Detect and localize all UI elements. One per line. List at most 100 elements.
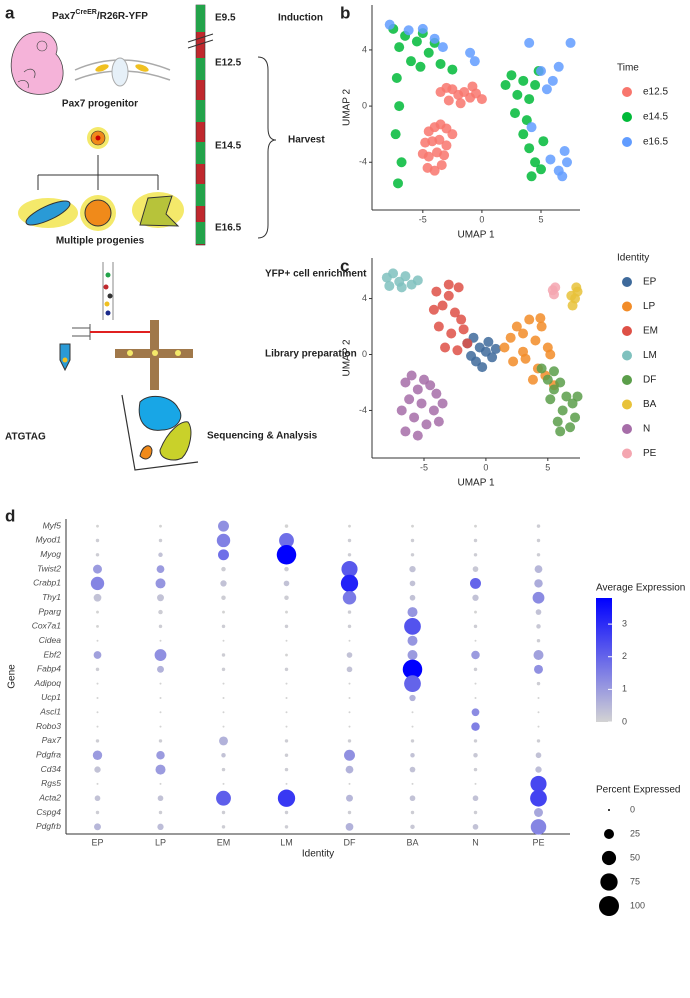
point — [446, 328, 457, 339]
dot — [530, 789, 547, 807]
dot — [285, 682, 288, 685]
point — [570, 412, 581, 423]
point — [388, 268, 399, 279]
panel-label: a — [5, 3, 15, 22]
point — [428, 304, 439, 315]
point — [467, 81, 478, 92]
y-axis-label: UMAP 2 — [342, 339, 353, 376]
point — [527, 374, 538, 385]
timeline-segment — [196, 142, 205, 164]
panel-label: b — [340, 3, 350, 22]
dot — [474, 524, 477, 528]
point — [557, 405, 568, 416]
cell — [107, 293, 113, 299]
point — [476, 94, 487, 105]
point — [400, 426, 411, 437]
dermomyotome — [95, 64, 109, 72]
dot — [285, 610, 288, 614]
point — [417, 23, 428, 34]
point — [538, 136, 549, 147]
point — [565, 37, 576, 48]
point — [465, 47, 476, 58]
dot — [158, 624, 163, 629]
point — [552, 416, 563, 427]
point — [400, 377, 411, 388]
cell — [103, 284, 109, 290]
point — [393, 178, 403, 189]
dot — [407, 635, 418, 646]
legend-key — [622, 301, 632, 312]
dot — [221, 624, 226, 629]
point — [549, 384, 559, 395]
colorbar-title: Average Expression — [596, 583, 685, 594]
dot — [407, 607, 418, 618]
point — [566, 290, 577, 301]
point — [518, 129, 529, 140]
point — [524, 94, 535, 105]
x-tick-label: 0 — [483, 462, 488, 472]
dot — [284, 767, 289, 772]
dot — [530, 775, 547, 792]
dot — [536, 538, 541, 543]
point — [559, 146, 570, 157]
legend-label: DF — [643, 375, 656, 386]
dot — [473, 667, 478, 672]
point — [396, 157, 407, 168]
point — [437, 300, 448, 311]
dot — [534, 664, 543, 674]
point — [428, 405, 439, 416]
size-label: 75 — [630, 876, 640, 886]
legend-key — [622, 87, 632, 97]
dot — [410, 753, 415, 758]
title-superscript: CreER — [75, 9, 96, 16]
dot — [347, 739, 352, 743]
dot — [470, 577, 481, 589]
point — [477, 362, 488, 373]
dot — [158, 739, 163, 743]
step-label: Library preparation — [265, 349, 357, 360]
cluster — [159, 421, 192, 461]
point — [535, 313, 546, 324]
point — [433, 416, 444, 427]
dot — [473, 538, 478, 543]
point — [530, 80, 541, 91]
dot — [473, 767, 478, 772]
dot — [474, 696, 477, 699]
point — [524, 37, 535, 48]
step-label: Sequencing & Analysis — [207, 431, 318, 442]
dot — [96, 682, 99, 685]
dot — [410, 810, 415, 815]
dot — [348, 682, 351, 685]
point — [440, 342, 451, 353]
dot — [277, 789, 296, 807]
dot — [402, 659, 423, 680]
neural-tube — [111, 57, 129, 87]
point — [400, 271, 411, 282]
point — [466, 350, 477, 361]
stage: E9.5 — [215, 13, 236, 24]
colorbar-label: 1 — [622, 684, 627, 694]
dot — [345, 822, 354, 831]
cell — [105, 272, 111, 278]
colorbar — [596, 598, 612, 722]
x-tick-label: PE — [532, 837, 544, 847]
dot — [93, 593, 102, 602]
embryo — [10, 31, 64, 95]
x-tick-label: EP — [91, 837, 103, 847]
dot — [472, 824, 479, 830]
progeny — [139, 195, 180, 227]
dot — [347, 538, 352, 543]
gene-label: Twist2 — [37, 563, 61, 573]
point — [384, 19, 395, 30]
dot — [346, 652, 353, 658]
dot — [536, 624, 541, 629]
stage: E16.5 — [215, 223, 242, 234]
y-tick-label: -4 — [359, 405, 367, 415]
dot — [345, 765, 354, 774]
dot — [221, 767, 226, 772]
dot — [348, 725, 351, 728]
tube — [102, 262, 114, 320]
dot — [471, 722, 480, 731]
gene-label: Cidea — [39, 635, 61, 645]
dot — [96, 624, 99, 628]
